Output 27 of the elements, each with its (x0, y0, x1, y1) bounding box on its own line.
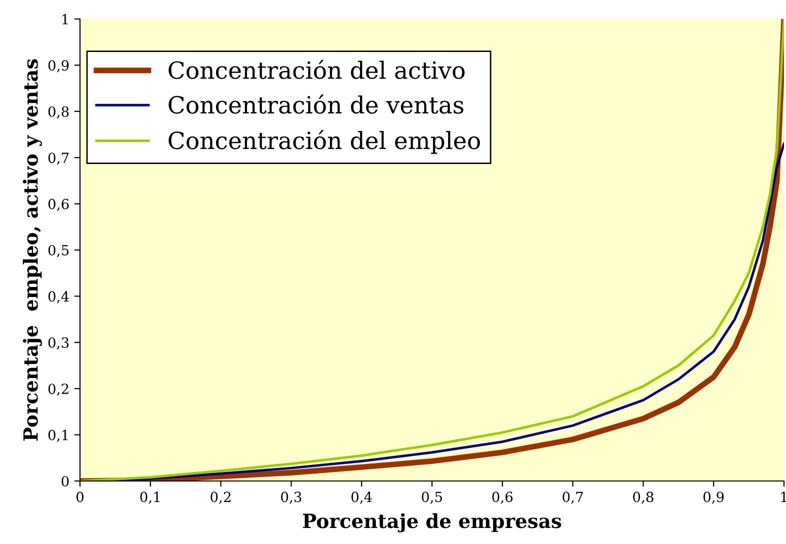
y-tick-label: 0,2 (48, 384, 68, 396)
y-tick-label: 0,7 (48, 152, 69, 165)
legend-label: Concentración del empleo (168, 130, 480, 154)
y-tick-label: 1 (62, 14, 68, 24)
y-tick-label: 0,1 (48, 430, 68, 442)
y-tick-label: 0,9 (48, 60, 69, 72)
x-tick-label: 0,1 (140, 492, 160, 504)
x-tick-label: 0 (76, 492, 84, 502)
y-tick-label: 0,5 (48, 244, 69, 258)
y-tick-label: 0,6 (48, 198, 69, 211)
y-axis-title: Porcentaje empleo, activo y ventas (22, 59, 42, 441)
y-tick-label: 0 (62, 476, 69, 486)
x-tick-label: 0,3 (281, 492, 302, 504)
legend-label: Concentración de ventas (168, 94, 464, 114)
x-tick-label: 0,5 (422, 492, 442, 504)
y-tick-label: 0,8 (48, 106, 69, 119)
x-axis-title: Porcentaje de empresas (303, 513, 562, 532)
legend-label: Concentración del activo (168, 60, 465, 80)
x-tick-label: 0,9 (703, 492, 724, 504)
x-tick-label: 0,6 (492, 492, 513, 504)
y-tick-label: 0,4 (48, 291, 69, 304)
x-tick-label: 0,2 (210, 492, 230, 504)
x-tick-label: 0,4 (351, 492, 372, 504)
x-tick-label: 0,8 (633, 492, 654, 504)
y-tick-label: 0,3 (48, 337, 69, 350)
x-tick-label: 0,7 (562, 492, 583, 504)
x-tick-label: 1 (781, 492, 786, 502)
